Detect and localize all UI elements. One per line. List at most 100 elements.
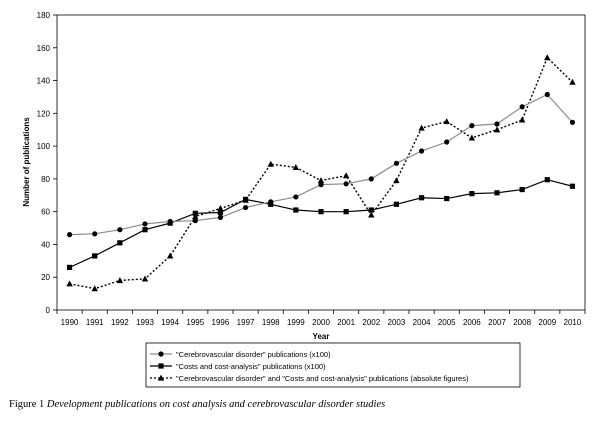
data-point-circle xyxy=(268,199,274,205)
series-line-triangle xyxy=(69,56,573,290)
x-tick-label: 1990 xyxy=(61,318,79,327)
data-point-circle xyxy=(117,227,123,233)
legend-marker-triangle xyxy=(157,374,165,381)
data-point-triangle xyxy=(66,280,73,287)
data-point-triangle xyxy=(518,116,526,123)
y-tick-label: 140 xyxy=(37,77,51,86)
legend-label: "Cerebrovascular disorder" and "Costs an… xyxy=(176,374,469,383)
series-triangle xyxy=(66,54,576,292)
data-point-square xyxy=(318,209,324,215)
data-point-square xyxy=(192,210,198,216)
data-point-triangle xyxy=(342,172,350,179)
caption-text: Development publications on cost analysi… xyxy=(46,399,386,410)
data-point-circle xyxy=(92,231,98,237)
data-point-triangle xyxy=(418,124,425,131)
data-point-square xyxy=(293,207,299,213)
legend: "Cerebrovascular disorder" publications … xyxy=(145,342,521,388)
data-point-circle xyxy=(544,91,550,98)
data-point-circle xyxy=(293,194,299,200)
data-point-circle xyxy=(368,176,374,182)
data-point-triangle xyxy=(544,54,551,61)
data-point-circle xyxy=(242,204,249,211)
data-point-square xyxy=(569,183,576,189)
y-tick-label: 160 xyxy=(37,44,51,53)
data-point-square xyxy=(142,227,148,233)
series-square xyxy=(66,177,576,270)
x-tick-label: 2002 xyxy=(362,318,380,327)
data-point-triangle xyxy=(569,78,576,85)
data-point-square xyxy=(519,186,525,193)
data-point-triangle xyxy=(468,134,476,141)
y-tick-label: 40 xyxy=(41,240,50,249)
y-axis-title: Number of publications xyxy=(22,117,31,207)
data-point-square xyxy=(393,201,400,207)
x-tick-label: 1992 xyxy=(111,318,129,327)
data-point-circle xyxy=(217,214,224,221)
legend-marker-circle xyxy=(158,351,164,357)
data-point-circle xyxy=(444,139,450,145)
data-point-triangle xyxy=(91,285,98,292)
data-point-square xyxy=(418,195,425,201)
y-tick-label: 0 xyxy=(46,306,51,315)
x-tick-label: 2004 xyxy=(413,318,431,327)
data-point-triangle xyxy=(368,211,375,218)
data-point-circle xyxy=(494,121,500,127)
data-point-triangle xyxy=(217,204,224,211)
x-tick-label: 1997 xyxy=(237,318,255,327)
legend-label: "Cerebrovascular disorder" publications … xyxy=(176,350,331,359)
y-tick-label: 100 xyxy=(37,142,51,151)
x-tick-label: 1996 xyxy=(212,318,230,327)
y-tick-label: 180 xyxy=(37,11,51,20)
figure-caption: Figure 1 Development publications on cos… xyxy=(9,399,594,410)
x-tick-label: 1994 xyxy=(161,318,179,327)
data-point-square xyxy=(117,240,123,246)
x-tick-label: 2005 xyxy=(438,318,456,327)
data-point-circle xyxy=(66,232,73,238)
data-point-square xyxy=(217,209,224,216)
x-tick-label: 2000 xyxy=(312,318,330,327)
data-point-circle xyxy=(142,221,148,227)
data-point-circle xyxy=(393,160,400,166)
x-tick-label: 1991 xyxy=(86,318,104,327)
data-point-square xyxy=(92,253,98,259)
data-point-triangle xyxy=(443,118,450,125)
x-tick-label: 2009 xyxy=(538,318,556,327)
series-layer xyxy=(66,54,576,292)
data-point-circle xyxy=(167,218,173,225)
legend-label: "Costs and cost-analysis" publications (… xyxy=(176,362,326,371)
data-point-square xyxy=(242,196,249,202)
x-tick-label: 2010 xyxy=(564,318,582,327)
data-point-square xyxy=(494,190,500,196)
data-point-triangle xyxy=(166,252,174,259)
y-tick-label: 80 xyxy=(41,175,50,184)
data-point-triangle xyxy=(267,160,274,167)
x-tick-label: 1999 xyxy=(287,318,305,327)
x-tick-label: 2006 xyxy=(463,318,481,327)
data-point-square xyxy=(544,177,550,183)
x-tick-label: 2003 xyxy=(388,318,406,327)
data-point-circle xyxy=(343,181,349,187)
x-tick-label: 1993 xyxy=(136,318,154,327)
data-point-circle xyxy=(569,119,576,125)
y-axis: 0 20 40 60 80 100 120 140 160 180 xyxy=(37,11,57,315)
legend-box xyxy=(145,342,521,388)
caption-prefix: Figure 1 xyxy=(9,399,45,410)
series-circle xyxy=(66,91,576,238)
legend-marker-square xyxy=(158,363,164,369)
data-point-circle xyxy=(318,182,324,188)
data-point-circle xyxy=(192,218,198,224)
y-tick-label: 60 xyxy=(41,208,50,217)
x-tick-label: 2007 xyxy=(488,318,506,327)
x-tick-label: 2001 xyxy=(337,318,355,327)
plot-area xyxy=(56,14,586,311)
x-tick-label: 1995 xyxy=(186,318,204,327)
x-axis: 1990 1991 1992 1993 1994 1995 1996 1997 1998 1999… xyxy=(56,310,586,327)
data-point-square xyxy=(469,191,475,197)
y-tick-label: 120 xyxy=(37,109,51,118)
y-tick-label: 20 xyxy=(41,273,50,282)
data-point-square xyxy=(343,209,349,215)
data-point-triangle xyxy=(141,275,149,282)
data-point-circle xyxy=(469,123,475,129)
data-point-circle xyxy=(519,104,525,110)
